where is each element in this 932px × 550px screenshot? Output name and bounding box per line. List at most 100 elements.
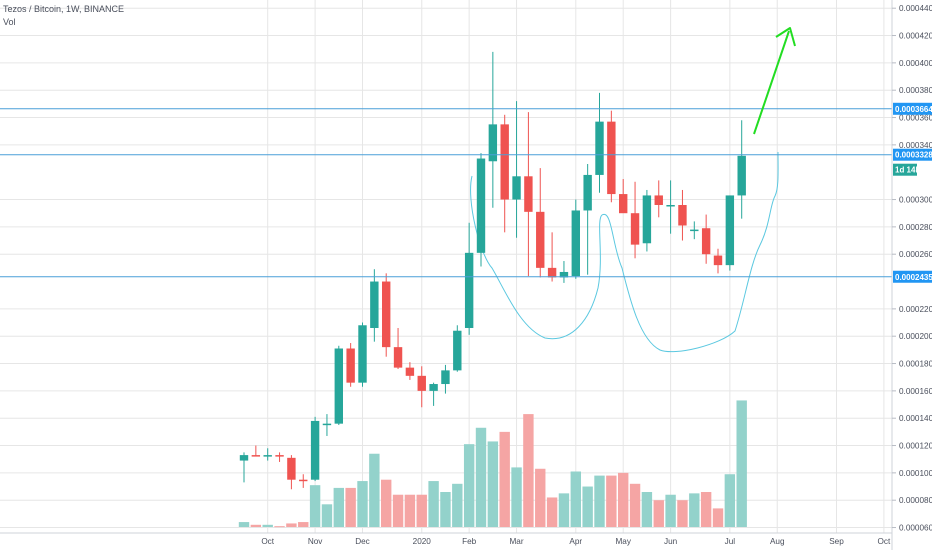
arrow-head: [775, 27, 796, 47]
candle-body: [476, 158, 486, 253]
volume-bar: [535, 468, 546, 527]
level-price-label: 0.0002435: [895, 273, 932, 282]
level-price-label-bg: [893, 102, 932, 115]
volume-bars: [238, 400, 747, 528]
time-tick-label: 2020: [413, 537, 432, 546]
horizontal-level-lines[interactable]: [0, 108, 892, 278]
countdown-label: 1d 14h: [895, 166, 920, 175]
candle-body: [547, 267, 557, 278]
volume-bar: [262, 524, 273, 527]
volume-bar: [274, 526, 285, 528]
candle-body: [334, 348, 343, 424]
candle-body: [678, 205, 687, 226]
candle-body: [453, 330, 462, 371]
candle-body: [263, 455, 272, 457]
candle-body: [429, 384, 438, 391]
volume-bar: [629, 483, 641, 527]
candle-body: [251, 455, 261, 457]
time-tick-label: Jun: [664, 537, 678, 546]
candle-body: [310, 420, 320, 480]
chart-grid: [0, 0, 892, 533]
countdown-label-bg: [893, 163, 917, 176]
candle-body: [737, 155, 746, 196]
candle-body: [607, 121, 616, 195]
price-candles: [239, 51, 746, 490]
arrow-shaft: [753, 30, 790, 135]
volume-bar: [700, 492, 712, 527]
volume-bar: [523, 414, 534, 527]
volume-bar: [570, 471, 581, 527]
volume-bar: [250, 524, 262, 527]
volume-bar: [606, 475, 617, 527]
candle-body: [464, 252, 474, 328]
volume-bar: [298, 522, 309, 527]
time-tick-label: Oct: [878, 537, 891, 546]
volume-bar: [440, 492, 451, 527]
candle-body: [239, 455, 249, 461]
candle-body: [713, 255, 723, 266]
volume-bar: [404, 494, 416, 527]
candle-body: [725, 195, 735, 266]
volume-bar: [392, 494, 404, 527]
candle-body: [488, 124, 498, 162]
candle-body: [666, 205, 675, 207]
candle-body: [382, 281, 391, 348]
time-tick-label: Apr: [569, 537, 582, 546]
level-price-label-bg: [893, 270, 932, 283]
candle-body: [299, 479, 308, 482]
volume-label: Vol: [3, 17, 16, 27]
volume-bar: [511, 467, 522, 527]
candle-body: [654, 195, 663, 205]
volume-bar: [309, 485, 321, 527]
candle-body: [441, 370, 450, 385]
volume-bar: [416, 494, 427, 527]
candle-body: [524, 176, 533, 212]
breakout-arrow-drawing[interactable]: [753, 27, 796, 135]
candle-body: [701, 228, 711, 255]
volume-bar: [499, 431, 510, 527]
candle-body: [417, 375, 426, 391]
volume-bar: [641, 492, 653, 527]
volume-bar: [463, 444, 475, 527]
time-tick-label: Aug: [770, 537, 785, 546]
volume-bar: [381, 479, 392, 527]
candle-body: [346, 348, 355, 383]
volume-bar: [653, 500, 664, 527]
volume-bar: [238, 522, 250, 527]
volume-bar: [665, 494, 676, 527]
candle-body: [571, 210, 580, 277]
time-tick-label: Oct: [261, 537, 274, 546]
volume-bar: [724, 474, 736, 527]
volume-bar: [618, 472, 629, 527]
volume-bar: [475, 427, 487, 527]
volume-bar: [689, 493, 700, 527]
time-axis[interactable]: Oct Nov Dec 2020 Feb Mar Apr May Jun Jul Aug Sep Oct: [0, 532, 892, 546]
level-price-label-bg: [893, 148, 932, 161]
candle-body: [512, 176, 521, 200]
candle-body: [583, 174, 592, 211]
volume-bar: [487, 441, 499, 527]
cup-and-handle-drawing[interactable]: [470, 151, 779, 353]
candle-body: [322, 423, 332, 426]
candle-body: [393, 347, 403, 368]
cup-and-handle-line: [470, 151, 779, 353]
volume-bar: [546, 497, 558, 527]
volume-bar: [582, 486, 593, 527]
time-tick-label: May: [615, 537, 631, 546]
